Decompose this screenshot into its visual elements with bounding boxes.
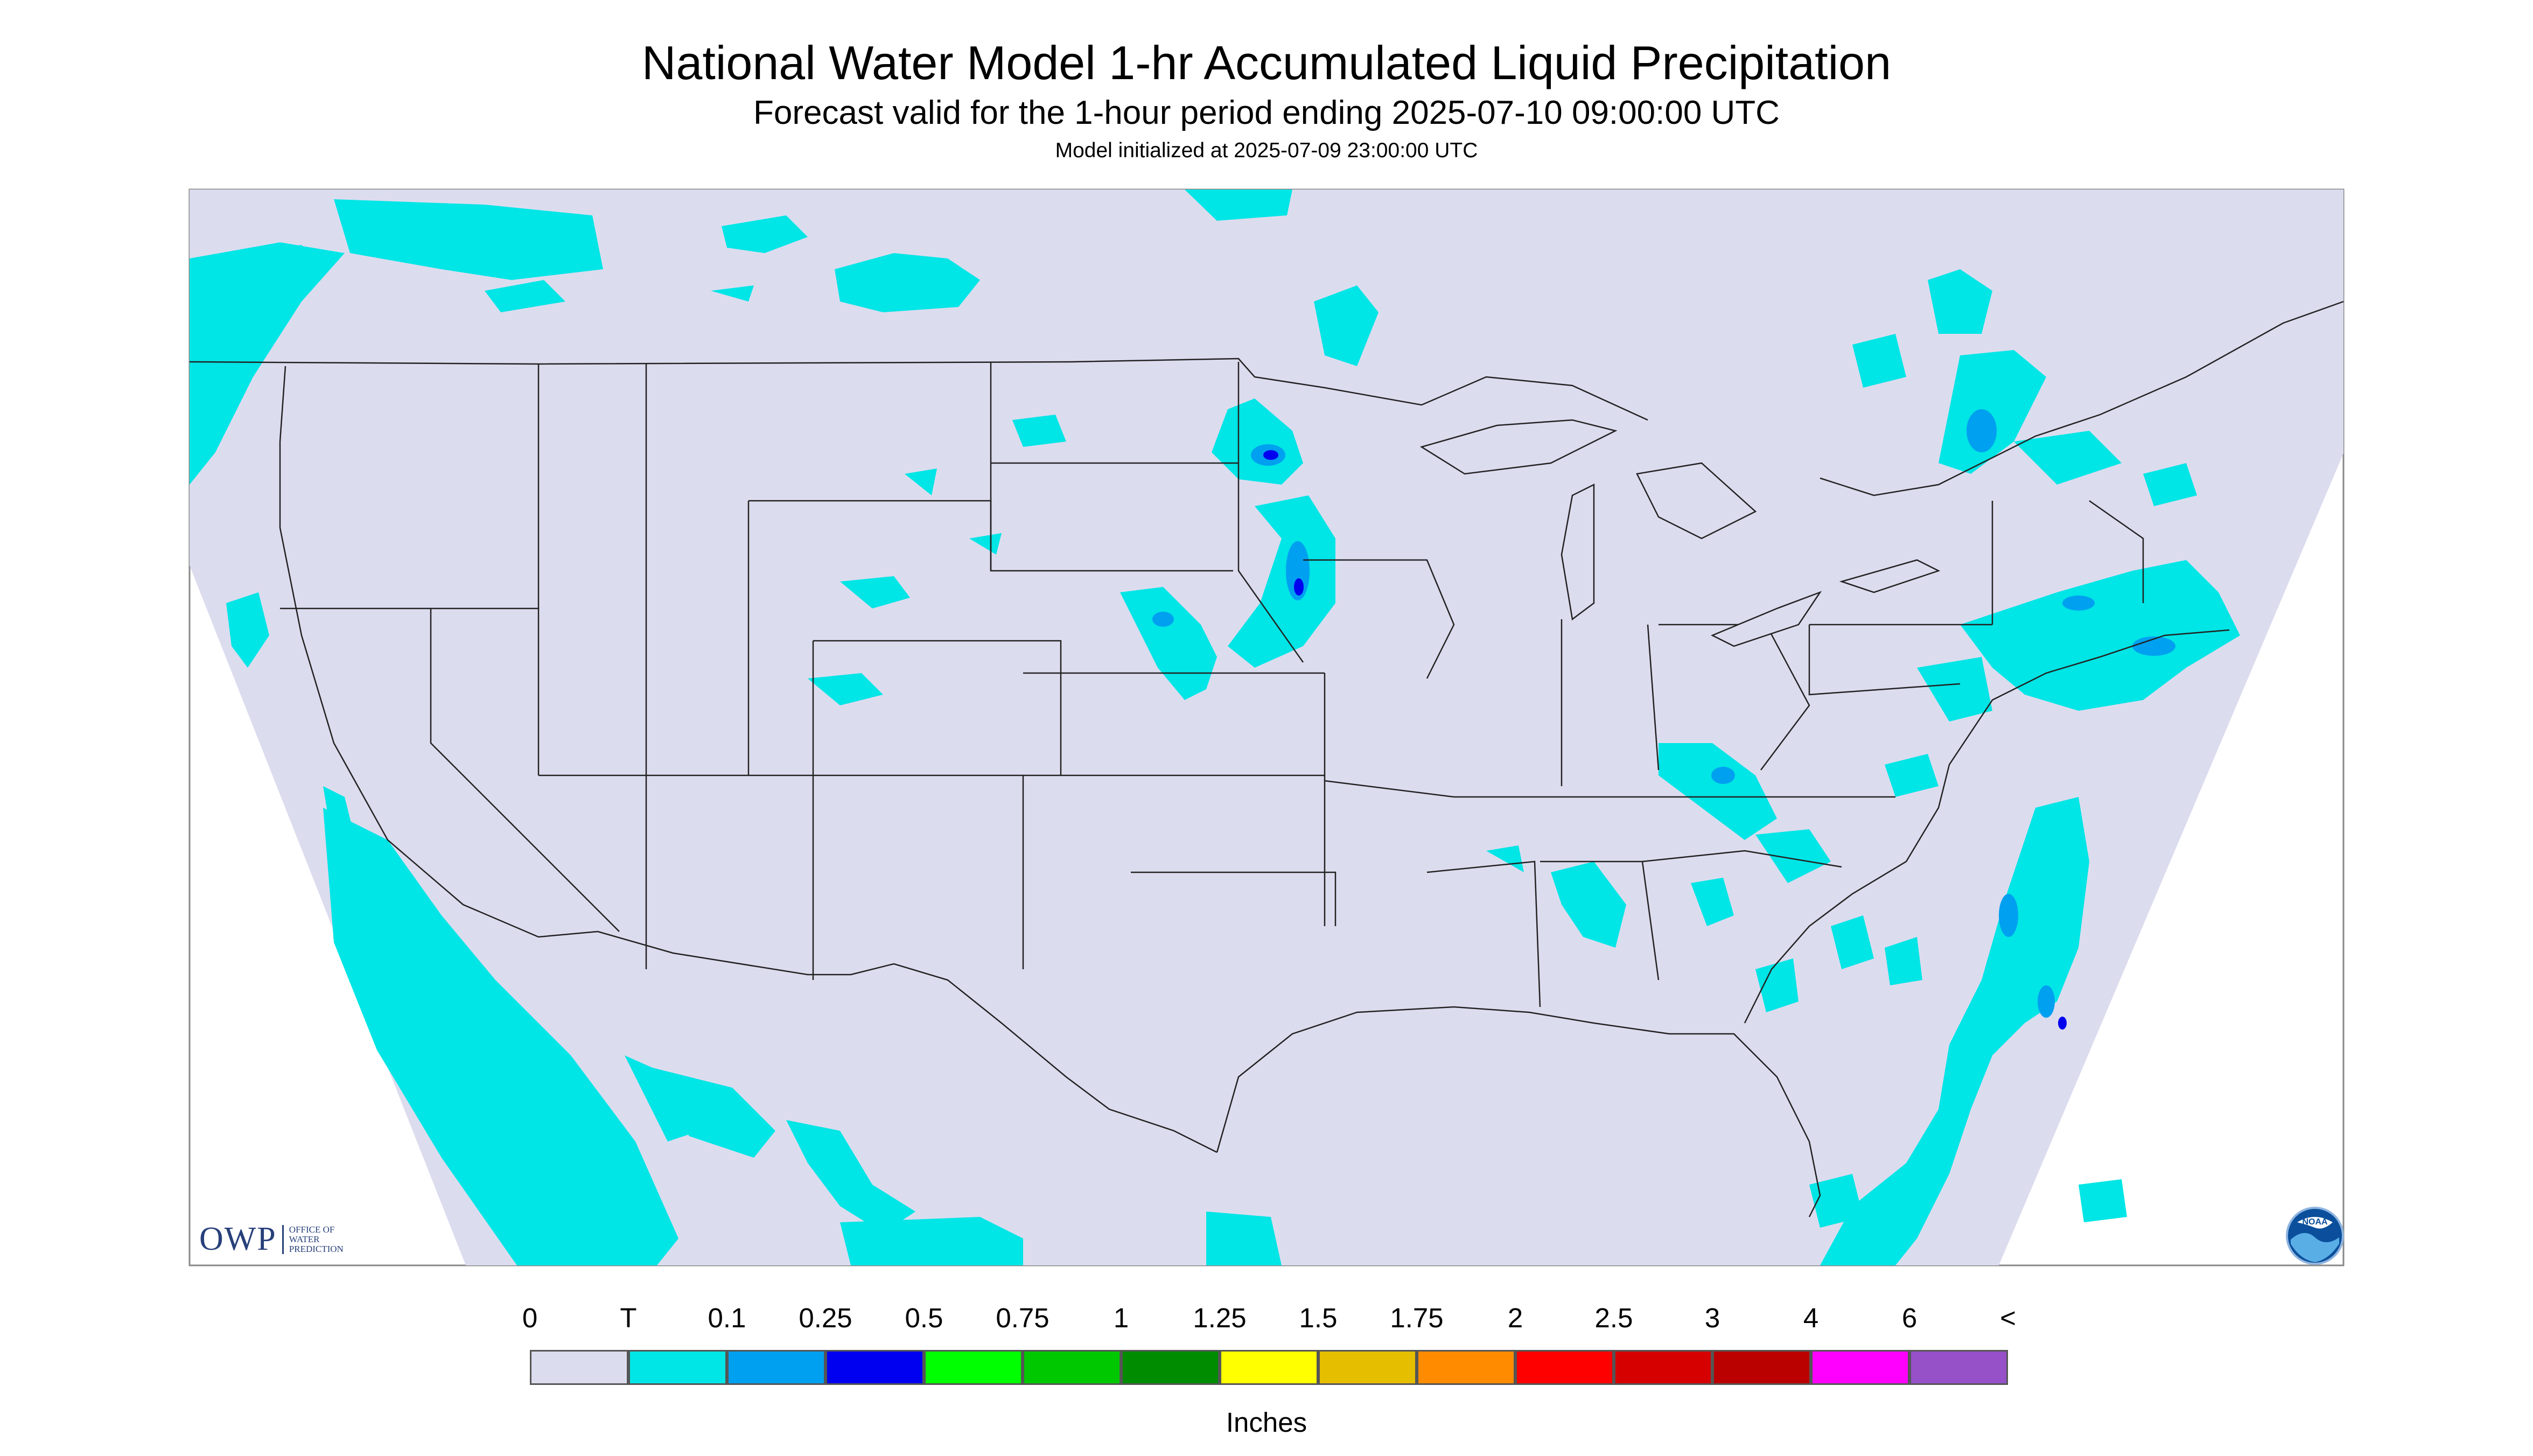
owp-logo-subtext: OFFICE OF WATER PREDICTION [282,1224,344,1254]
legend-swatch [825,1350,924,1385]
owp-logo: OWP OFFICE OF WATER PREDICTION [199,1220,344,1258]
owp-logo-text: OWP [199,1221,277,1257]
legend-swatch [1712,1350,1811,1385]
map-subtitle: Forecast valid for the 1-hour period end… [753,94,1780,131]
legend-swatch [1121,1350,1220,1385]
legend-swatch [530,1350,628,1385]
legend-tick: 4 [1803,1303,1819,1333]
legend-swatch [1220,1350,1318,1385]
legend-swatch [1515,1350,1614,1385]
legend-tick: 0 [522,1303,538,1333]
map-title: National Water Model 1-hr Accumulated Li… [641,36,1892,89]
svg-text:NOAA: NOAA [2302,1217,2328,1227]
legend-tick: 3 [1704,1303,1720,1333]
legend-tick: 1.25 [1193,1303,1247,1333]
legend-tick: 0.5 [905,1303,943,1333]
precip-heavy [1263,450,2067,1030]
legend-swatch [628,1350,727,1385]
model-init-text: Model initialized at 2025-07-09 23:00:00… [1055,139,1478,162]
legend-swatch [1811,1350,1909,1385]
legend-tick: 1.5 [1299,1303,1338,1333]
legend-tick: 6 [1901,1303,1918,1333]
legend-swatch [1417,1350,1515,1385]
projection-domain [190,190,2343,1265]
legend-units: Inches [1226,1407,1307,1438]
legend-tick: 2.5 [1594,1303,1633,1333]
legend-swatch [1023,1350,1121,1385]
legend-swatch [924,1350,1023,1385]
legend-swatch [1614,1350,1712,1385]
legend-tick: 1 [1113,1303,1129,1333]
political-boundaries [189,300,2344,1217]
legend-swatch [1909,1350,2008,1385]
legend-tick: 0.1 [708,1303,746,1333]
legend-swatch [1318,1350,1417,1385]
legend-tick: 0.75 [996,1303,1049,1333]
noaa-logo: NOAA [2286,1207,2344,1265]
legend-tick: T [620,1303,637,1333]
legend-swatch [727,1350,825,1385]
legend-tick: 0.25 [799,1303,852,1333]
legend-tick: 2 [1507,1303,1523,1333]
precip-areas [190,190,2240,1265]
legend-tick: 1.75 [1390,1303,1444,1333]
legend-tick: < [2000,1303,2016,1333]
